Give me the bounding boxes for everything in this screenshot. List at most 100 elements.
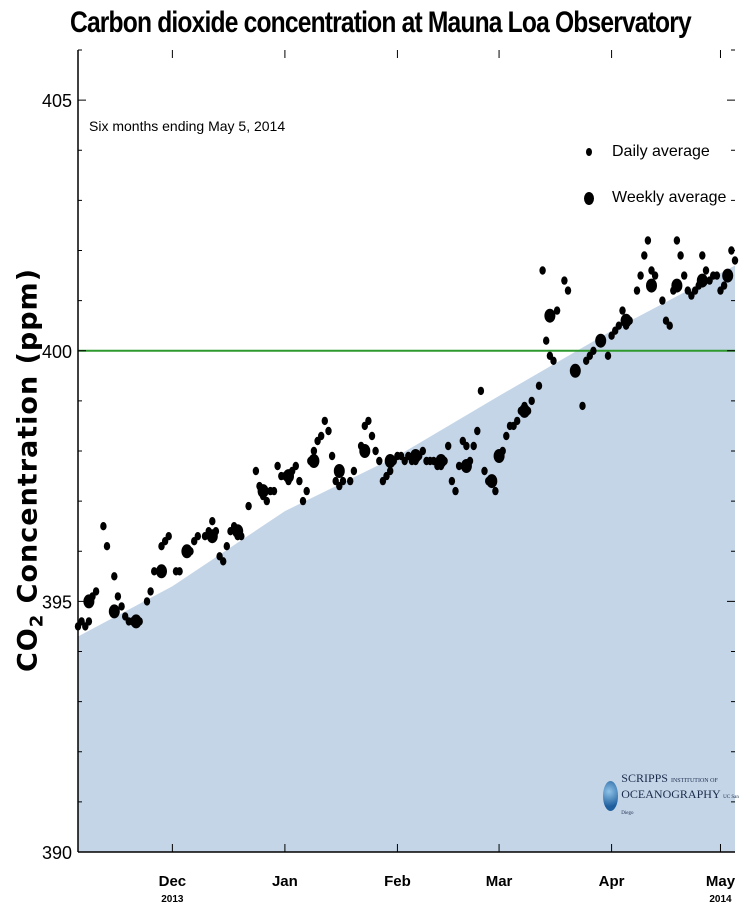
daily-point: [477, 386, 485, 396]
weekly-point: [410, 449, 422, 463]
daily-point: [299, 496, 307, 506]
daily-point: [564, 286, 572, 295]
scripps-logo: SCRIPPS INSTITUTION OF OCEANOGRAPHY UC S…: [603, 772, 739, 820]
daily-point: [165, 532, 172, 541]
daily-point: [543, 336, 550, 345]
weekly-point: [544, 308, 556, 323]
daily-point: [681, 271, 688, 280]
daily-point: [292, 461, 299, 471]
chart-title: Carbon dioxide concentration at Mauna Lo…: [70, 6, 692, 39]
daily-point: [677, 251, 684, 260]
daily-point: [604, 351, 612, 360]
daily-point: [387, 466, 394, 476]
daily-point: [176, 567, 183, 576]
legend-entry-weekly: Weekly average: [582, 186, 726, 210]
daily-point: [474, 426, 481, 436]
weekly-point: [308, 454, 320, 468]
x-tick-label: Apr: [599, 873, 625, 890]
logo-line1: SCRIPPS: [621, 771, 668, 785]
weekly-point: [493, 449, 505, 463]
daily-point: [720, 281, 728, 290]
x-tick-year-label: 2013: [161, 894, 184, 905]
daily-point: [619, 306, 626, 315]
daily-point: [452, 486, 459, 496]
logo-text: SCRIPPS INSTITUTION OF OCEANOGRAPHY UC S…: [621, 772, 739, 820]
daily-point: [535, 381, 543, 390]
daily-point: [590, 346, 597, 355]
weekly-point: [156, 564, 167, 579]
daily-point: [143, 597, 151, 606]
daily-point: [419, 446, 426, 456]
trend-fill-area: [78, 265, 735, 852]
logo-line1-small: INSTITUTION OF: [670, 778, 718, 784]
daily-point: [321, 416, 328, 426]
weekly-point: [620, 313, 632, 328]
weekly-point: [595, 333, 607, 348]
chart-subtitle: Six months ending May 5, 2014: [89, 118, 286, 134]
weekly-point: [333, 464, 345, 478]
daily-point: [325, 426, 332, 436]
weekly-point: [181, 544, 193, 559]
daily-point: [310, 446, 318, 456]
daily-point: [118, 602, 125, 611]
y-tick-label: 395: [42, 592, 72, 612]
daily-point: [328, 451, 336, 461]
daily-point: [303, 486, 310, 496]
weekly-point: [206, 529, 218, 544]
weekly-point: [435, 454, 447, 468]
legend-label-daily: Daily average: [612, 143, 710, 160]
daily-point: [713, 271, 721, 280]
daily-point: [702, 266, 710, 275]
daily-point: [296, 476, 303, 486]
x-tick-label: Feb: [384, 873, 411, 890]
daily-point: [209, 517, 216, 526]
weekly-point: [83, 594, 95, 609]
daily-point: [147, 587, 154, 596]
daily-point: [111, 572, 118, 581]
daily-point: [339, 476, 347, 486]
daily-point: [85, 617, 93, 626]
daily-point: [514, 416, 521, 426]
weekly-point: [569, 363, 581, 378]
daily-point: [350, 466, 358, 476]
daily-point: [455, 461, 463, 471]
daily-point: [641, 251, 648, 260]
legend: Daily average Weekly average: [582, 140, 726, 232]
weekly-point: [108, 604, 120, 619]
daily-point: [368, 431, 376, 441]
daily-point: [553, 306, 561, 315]
legend-entry-daily: Daily average: [582, 140, 726, 164]
y-tick-label: 405: [42, 91, 72, 111]
daily-point: [651, 271, 659, 280]
daily-point: [365, 416, 372, 426]
daily-point: [270, 486, 278, 496]
legend-label-weekly: Weekly average: [612, 189, 727, 206]
daily-point: [318, 431, 325, 441]
daily-point: [372, 446, 379, 456]
daily-point: [263, 496, 270, 506]
weekly-point: [359, 444, 371, 458]
daily-point: [445, 441, 452, 451]
daily-point: [644, 236, 652, 245]
legend-marker-large: [584, 191, 594, 205]
weekly-point: [722, 268, 734, 283]
y-tick-label: 400: [42, 342, 72, 362]
daily-point: [659, 296, 666, 305]
daily-point: [550, 356, 557, 365]
daily-point: [194, 532, 201, 541]
daily-point: [673, 236, 681, 245]
daily-point: [274, 461, 281, 471]
daily-point: [347, 476, 354, 486]
daily-point: [666, 321, 673, 330]
daily-point: [579, 401, 586, 411]
weekly-point: [486, 474, 498, 489]
weekly-point: [646, 278, 657, 293]
daily-point: [528, 396, 535, 406]
daily-point: [223, 542, 230, 551]
x-tick-year-label: 2014: [709, 894, 732, 905]
daily-point: [463, 441, 470, 451]
daily-point: [92, 587, 100, 596]
legend-marker-small: [586, 148, 592, 156]
daily-point: [699, 251, 706, 260]
daily-point: [561, 276, 568, 285]
